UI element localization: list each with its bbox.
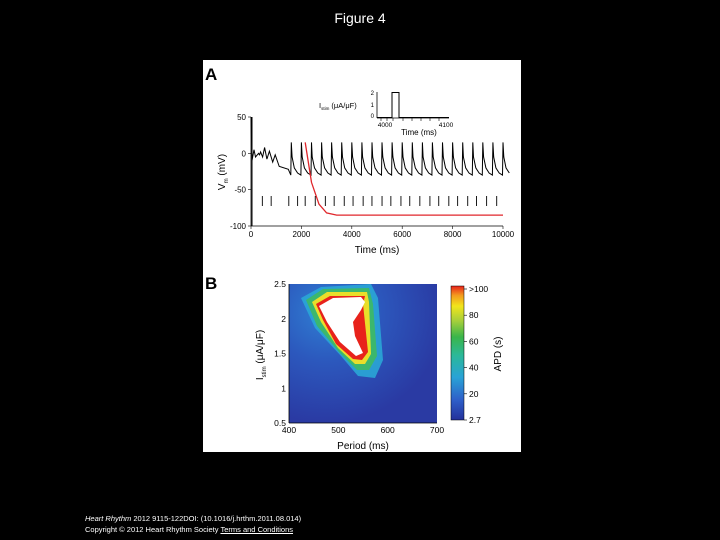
panel-b-xlabel: Period (ms)	[337, 441, 389, 452]
colorbar-tick-label: 80	[469, 310, 479, 320]
a-ytick-label: -100	[230, 222, 247, 231]
a-xtick-label: 8000	[444, 230, 462, 239]
inset-xlabel: Time (ms)	[401, 128, 437, 137]
a-xtick-label: 6000	[393, 230, 411, 239]
figure-4: A 2 1 0 Istim (μA/μF) 4000 4100 Time (ms…	[203, 60, 521, 452]
panel-a-label: A	[205, 65, 217, 84]
citation-footer: Heart Rhythm 2012 9115-122DOI: (10.1016/…	[85, 513, 301, 535]
b-ytick-label: 1.5	[274, 349, 286, 359]
b-ytick-label: 0.5	[274, 418, 286, 428]
b-xtick-label: 500	[331, 425, 345, 435]
panel-b-heatmap	[289, 284, 437, 423]
panel-b-axes	[288, 284, 437, 424]
heatmap-white-region	[319, 297, 365, 356]
panel-b-ylabel: Istim (μA/μF)	[255, 330, 268, 380]
panel-a-xticks: 0 2000 4000 6000 8000 10000	[249, 226, 515, 239]
a-ytick-label: 50	[237, 113, 246, 122]
a-xtick-label: 0	[249, 230, 254, 239]
slide-title: Figure 4	[334, 10, 386, 26]
panel-a-ylabel: Vm (mV)	[217, 154, 230, 190]
b-xtick-label: 700	[430, 425, 444, 435]
panel-a-traces	[250, 116, 510, 226]
a-ytick-label: -50	[234, 186, 246, 195]
colorbar-tick-label: 2.7	[469, 415, 481, 425]
b-ytick-label: 1	[281, 383, 286, 393]
b-ytick-label: 2	[281, 314, 286, 324]
a-xtick-label: 4000	[343, 230, 361, 239]
inset-stim-pulse	[377, 92, 449, 118]
inset-ytick-1: 1	[371, 103, 375, 109]
colorbar-tick-label: 20	[469, 389, 479, 399]
a-xtick-label: 10000	[492, 230, 515, 239]
citation-doi: 2012 9115-122DOI: (10.1016/j.hrthm.2011.…	[131, 514, 302, 523]
b-xtick-label: 400	[282, 425, 296, 435]
figure-canvas: A 2 1 0 Istim (μA/μF) 4000 4100 Time (ms…	[205, 65, 515, 452]
vm-trace-black	[250, 116, 510, 177]
copyright-line: Copyright © 2012 Heart Rhythm Society Te…	[85, 524, 301, 535]
colorbar	[450, 285, 465, 421]
inset-ytick-0: 0	[371, 114, 375, 120]
panel-b-yticks: 0.5 1 1.5 2 2.5	[274, 279, 286, 428]
inset-xtick-4000: 4000	[378, 122, 393, 129]
citation-line: Heart Rhythm 2012 9115-122DOI: (10.1016/…	[85, 513, 301, 524]
citation-journal: Heart Rhythm	[85, 514, 132, 523]
panel-a-xlabel: Time (ms)	[355, 245, 400, 256]
colorbar-label: APD (s)	[493, 337, 504, 372]
inset-ytick-2: 2	[371, 91, 375, 97]
copyright-text: Copyright © 2012 Heart Rhythm Society	[85, 525, 219, 534]
panel-a-stim-marks	[261, 196, 498, 206]
b-ytick-label: 2.5	[274, 279, 286, 289]
colorbar-ticks: >100 80 60 40 20 2.7	[464, 284, 488, 425]
b-xtick-label: 600	[381, 425, 395, 435]
a-ytick-label: 0	[242, 149, 247, 158]
panel-b-xticks: 400 500 600 700	[282, 425, 444, 435]
stim-inset: 2 1 0 Istim (μA/μF) 4000 4100 Time (ms)	[319, 91, 454, 137]
colorbar-tick-label: >100	[469, 284, 488, 294]
colorbar-tick-label: 40	[469, 363, 479, 373]
panel-b-label: B	[205, 274, 217, 293]
inset-xtick-4100: 4100	[439, 122, 454, 129]
colorbar-tick-label: 60	[469, 336, 479, 346]
vm-trace-red	[304, 142, 503, 216]
a-xtick-label: 2000	[293, 230, 311, 239]
terms-link[interactable]: Terms and Conditions	[220, 525, 294, 534]
panel-a-yticks: -100 -50 0 50	[230, 113, 251, 231]
inset-ylabel: Istim (μA/μF)	[319, 101, 357, 111]
